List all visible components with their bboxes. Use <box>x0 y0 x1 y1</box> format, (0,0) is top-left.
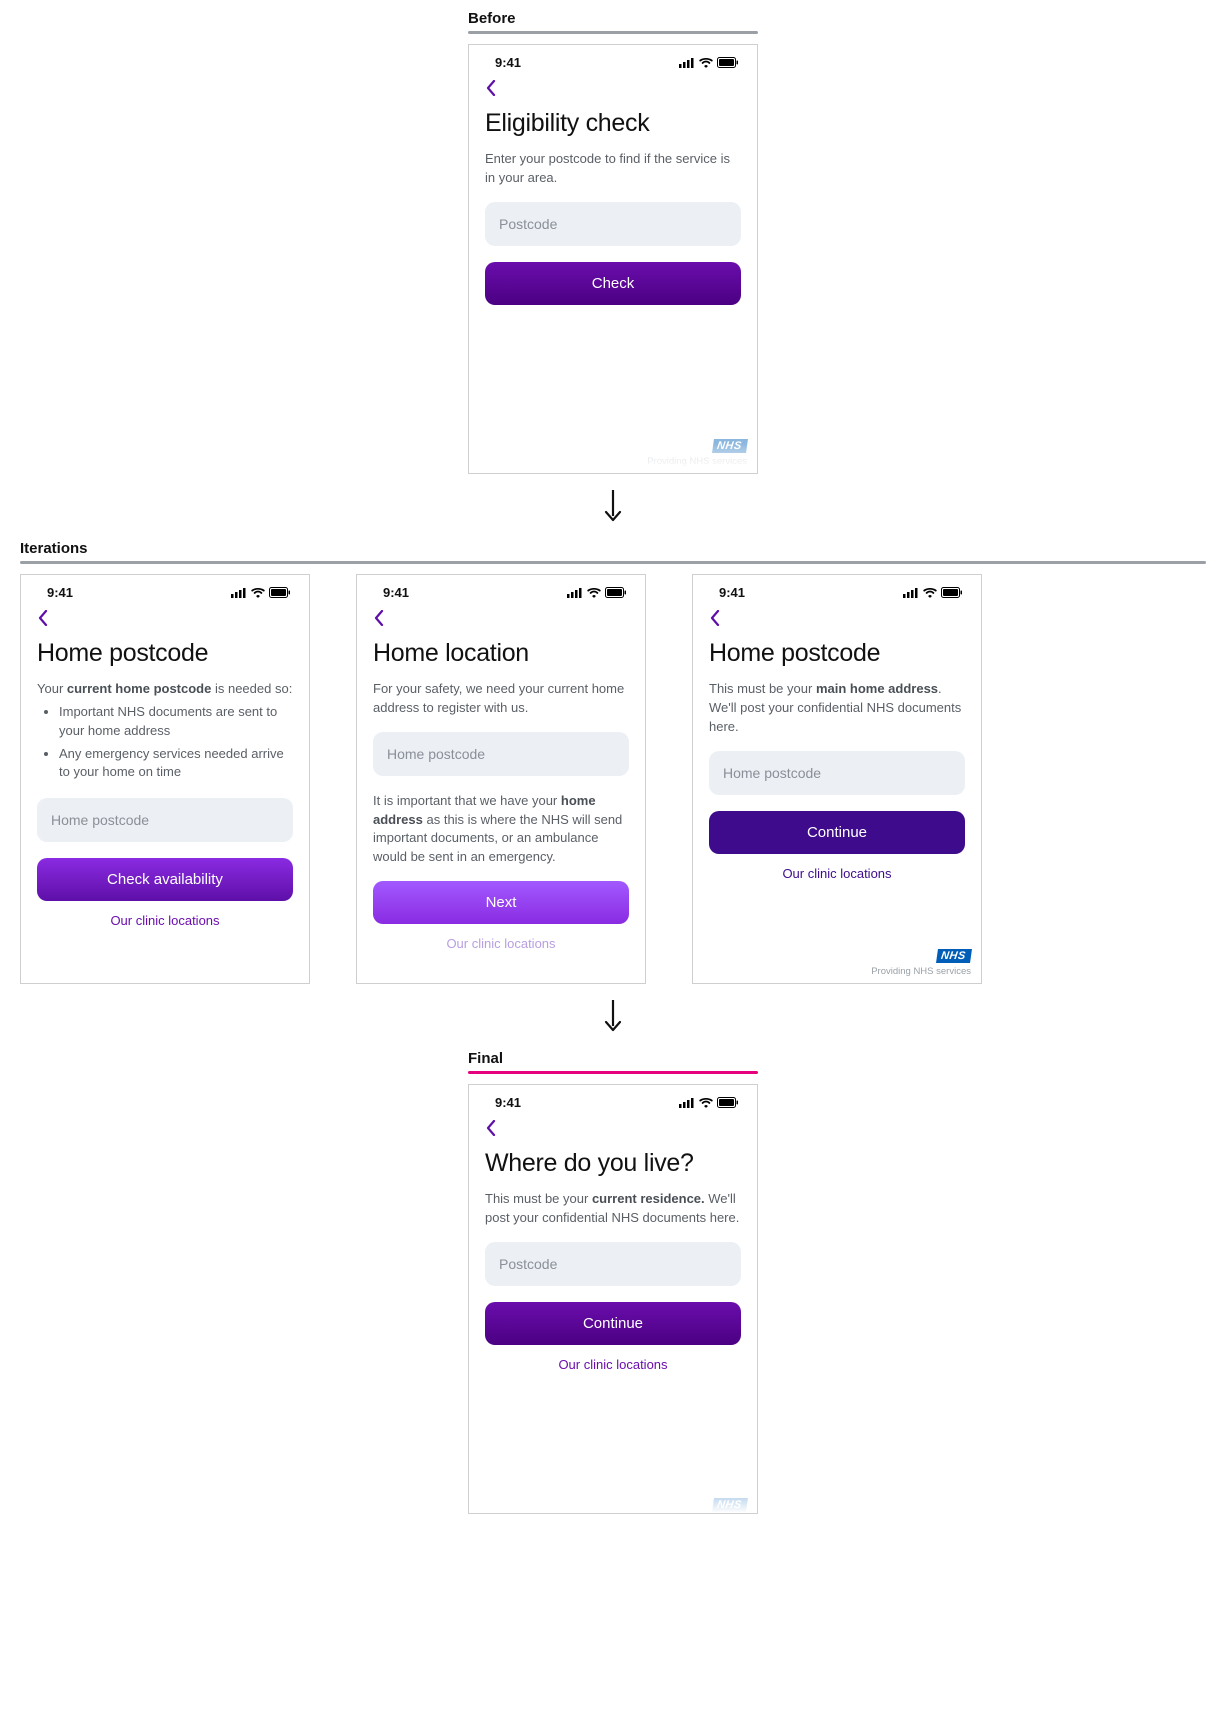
body-lead: Your current home postcode is needed so: <box>37 680 293 699</box>
nhs-badge: NHS Providing NHS services <box>871 946 971 977</box>
nhs-logo-icon: NHS <box>712 1498 748 1512</box>
nhs-logo-icon: NHS <box>936 949 972 963</box>
section-label-iterations: Iterations <box>20 540 1206 557</box>
status-icons <box>567 587 627 598</box>
status-icons <box>679 1097 739 1108</box>
arrow-down-icon <box>20 488 1206 522</box>
back-icon[interactable] <box>485 80 503 98</box>
status-icons <box>679 57 739 68</box>
status-time: 9:41 <box>495 55 521 70</box>
body-list: Important NHS documents are sent to your… <box>37 703 293 782</box>
continue-button[interactable]: Continue <box>709 811 965 854</box>
rule-before <box>468 31 758 34</box>
back-icon[interactable] <box>373 610 391 628</box>
postcode-input[interactable] <box>709 751 965 795</box>
nhs-logo-icon: NHS <box>712 439 748 453</box>
page-title: Home location <box>373 639 629 668</box>
status-icons <box>903 587 963 598</box>
nhs-badge: NHS <box>713 1495 747 1513</box>
status-icons <box>231 587 291 598</box>
postcode-input[interactable] <box>373 732 629 776</box>
phone-iter-2: 9:41 Home location For your safety, we n… <box>356 574 646 984</box>
phone-final: 9:41 Where do you live? This must be you… <box>468 1084 758 1514</box>
section-label-before: Before <box>468 10 758 27</box>
body-lead: For your safety, we need your current ho… <box>373 680 629 718</box>
nhs-caption: Providing NHS services <box>871 966 971 977</box>
page-title: Where do you live? <box>485 1149 741 1178</box>
back-icon[interactable] <box>709 610 727 628</box>
next-button[interactable]: Next <box>373 881 629 924</box>
postcode-input[interactable] <box>485 202 741 246</box>
section-label-final: Final <box>468 1050 758 1067</box>
continue-button[interactable]: Continue <box>485 1302 741 1345</box>
clinic-locations-link[interactable]: Our clinic locations <box>373 936 629 951</box>
phone-iter-3: 9:41 Home postcode This must be your mai… <box>692 574 982 984</box>
clinic-locations-link[interactable]: Our clinic locations <box>709 866 965 881</box>
page-title: Eligibility check <box>485 109 741 138</box>
nhs-caption: Providing NHS services <box>647 456 747 467</box>
nhs-badge: NHS Providing NHS services <box>647 436 747 467</box>
body-note: It is important that we have your home a… <box>373 792 629 867</box>
body-lead: This must be your current residence. We'… <box>485 1190 741 1228</box>
body-text: Enter your postcode to find if the servi… <box>485 150 741 188</box>
rule-final <box>468 1071 758 1074</box>
status-bar: 9:41 <box>693 575 981 604</box>
status-time: 9:41 <box>47 585 73 600</box>
arrow-down-icon <box>20 998 1206 1032</box>
back-icon[interactable] <box>37 610 55 628</box>
phone-before: 9:41 Eligibility check Enter your postco… <box>468 44 758 474</box>
page-title: Home postcode <box>709 639 965 668</box>
status-bar: 9:41 <box>469 45 757 74</box>
status-bar: 9:41 <box>469 1085 757 1114</box>
page-title: Home postcode <box>37 639 293 668</box>
check-availability-button[interactable]: Check availability <box>37 858 293 901</box>
status-bar: 9:41 <box>357 575 645 604</box>
status-time: 9:41 <box>383 585 409 600</box>
rule-iterations <box>20 561 1206 564</box>
status-time: 9:41 <box>495 1095 521 1110</box>
postcode-input[interactable] <box>37 798 293 842</box>
check-button[interactable]: Check <box>485 262 741 305</box>
clinic-locations-link[interactable]: Our clinic locations <box>37 913 293 928</box>
body-lead: This must be your main home address. We'… <box>709 680 965 737</box>
back-icon[interactable] <box>485 1120 503 1138</box>
clinic-locations-link[interactable]: Our clinic locations <box>485 1357 741 1372</box>
list-item: Important NHS documents are sent to your… <box>59 703 293 741</box>
status-bar: 9:41 <box>21 575 309 604</box>
phone-iter-1: 9:41 Home postcode Your current home pos… <box>20 574 310 984</box>
list-item: Any emergency services needed arrive to … <box>59 745 293 783</box>
postcode-input[interactable] <box>485 1242 741 1286</box>
status-time: 9:41 <box>719 585 745 600</box>
